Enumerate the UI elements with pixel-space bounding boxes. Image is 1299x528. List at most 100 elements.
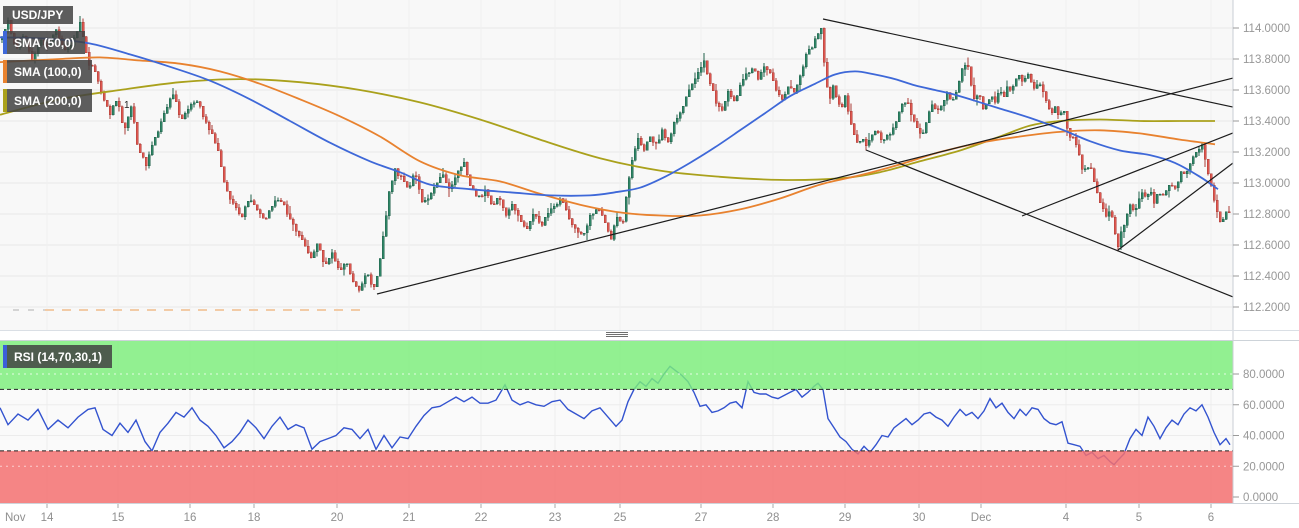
candle-body xyxy=(99,81,103,93)
candle-body xyxy=(192,102,196,105)
trendline-ascending-support[interactable] xyxy=(376,77,1234,295)
candle-body xyxy=(990,96,994,100)
candle-body xyxy=(531,213,535,222)
sma100-color-swatch-icon xyxy=(3,60,7,83)
candle-body xyxy=(537,215,541,223)
candle-body xyxy=(777,89,781,96)
candle-body xyxy=(549,208,553,214)
candle-body xyxy=(1107,211,1111,217)
time-axis-label: 15 xyxy=(112,512,125,524)
candle-body xyxy=(867,139,871,146)
candle-body xyxy=(957,81,961,93)
candle-body xyxy=(150,145,154,155)
candle-body xyxy=(519,214,523,222)
candle-body xyxy=(1074,137,1078,145)
candle-body xyxy=(873,131,877,135)
candle-body xyxy=(555,203,559,207)
candle-body xyxy=(1026,74,1030,79)
candle-body xyxy=(1002,91,1006,98)
candle-body xyxy=(291,218,295,225)
candle-body xyxy=(933,104,937,109)
chart-annotation-1[interactable]: 1 xyxy=(124,100,130,111)
candle-body xyxy=(1140,192,1144,199)
candle-body xyxy=(315,243,319,252)
sma50-label-box[interactable]: SMA (50,0) xyxy=(3,31,85,54)
candle-body xyxy=(897,111,901,123)
candle-body xyxy=(492,203,496,206)
candle-body xyxy=(426,198,430,201)
candle-body xyxy=(411,175,415,186)
candle-body xyxy=(1062,111,1066,114)
candle-body xyxy=(780,94,784,100)
candle-body xyxy=(1167,185,1171,191)
candle-body xyxy=(321,250,325,262)
candle-body xyxy=(204,116,208,123)
candle-body xyxy=(801,66,805,76)
candle-body xyxy=(717,103,721,108)
candle-body xyxy=(129,106,133,117)
sma50-color-swatch-icon xyxy=(3,31,7,54)
candle-body xyxy=(708,73,712,84)
time-axis-label: 6 xyxy=(1208,512,1214,524)
candle-body xyxy=(669,133,673,143)
candle-body xyxy=(663,129,667,138)
candle-body xyxy=(513,203,517,211)
candle-body xyxy=(381,235,385,260)
candle-body xyxy=(816,33,820,40)
candle-body xyxy=(360,283,364,291)
trendline-descending-resistance[interactable] xyxy=(822,18,1234,108)
time-axis[interactable]: Nov 14 15 16 18 20 21 22 23 25 27 28 29 30 Dec 4 5 6 xyxy=(5,504,1214,524)
candle-body xyxy=(1227,211,1231,213)
candle-body xyxy=(465,162,469,176)
candle-body xyxy=(804,53,808,67)
candle-body xyxy=(345,263,349,266)
time-axis-label: 5 xyxy=(1136,512,1142,524)
candle-body xyxy=(735,95,739,102)
rsi-label-box[interactable]: RSI (14,70,30,1) xyxy=(3,345,113,368)
candle-body xyxy=(138,144,142,153)
candle-body xyxy=(636,137,640,150)
candle-body xyxy=(267,210,271,219)
trendline-steep-ascending-support[interactable] xyxy=(1117,162,1234,251)
pane-resize-grip[interactable] xyxy=(606,332,628,339)
candle-body xyxy=(1080,154,1084,170)
candle-body xyxy=(1155,193,1159,204)
candle-body xyxy=(606,222,610,232)
price-axis[interactable]: 114.0000 113.8000 113.6000 113.4000 113.2000… xyxy=(1233,23,1290,314)
candle-body xyxy=(1191,156,1195,165)
candle-body xyxy=(126,116,130,128)
candle-body xyxy=(870,134,874,141)
candle-body xyxy=(888,133,892,136)
candle-body xyxy=(891,127,895,135)
rsi-axis[interactable]: 80.0000 60.0000 40.0000 20.0000 0.0000 xyxy=(1233,369,1285,504)
candle-body xyxy=(840,103,844,108)
candle-body xyxy=(333,252,337,262)
candle-body xyxy=(747,72,751,75)
candle-body xyxy=(762,66,766,73)
candle-body xyxy=(612,225,616,240)
candle-body xyxy=(1143,192,1147,197)
candle-body xyxy=(216,142,220,151)
candle-body xyxy=(1098,192,1102,203)
candle-body xyxy=(444,174,448,183)
candle-body xyxy=(720,106,724,111)
trendline-descending-channel-lower[interactable] xyxy=(865,149,1234,298)
candle-body xyxy=(1149,191,1153,195)
candle-body xyxy=(918,127,922,134)
symbol-label-box[interactable]: USD/JPY xyxy=(3,6,74,24)
candle-body xyxy=(690,83,694,91)
price-axis-label: 113.0000 xyxy=(1243,178,1290,190)
trendline-minor-ascending-resistance[interactable] xyxy=(1021,132,1234,217)
candle-body xyxy=(534,213,538,217)
candle-body xyxy=(882,139,886,141)
candle-body xyxy=(861,139,865,142)
candle-body xyxy=(1158,193,1162,196)
candle-body xyxy=(729,91,733,97)
sma200-label-box[interactable]: SMA (200,0) xyxy=(3,89,92,112)
candle-body xyxy=(111,105,115,115)
price-axis-label: 114.0000 xyxy=(1243,23,1290,35)
candle-body xyxy=(201,106,205,117)
candle-body xyxy=(639,137,643,145)
sma100-label-box[interactable]: SMA (100,0) xyxy=(3,60,92,83)
